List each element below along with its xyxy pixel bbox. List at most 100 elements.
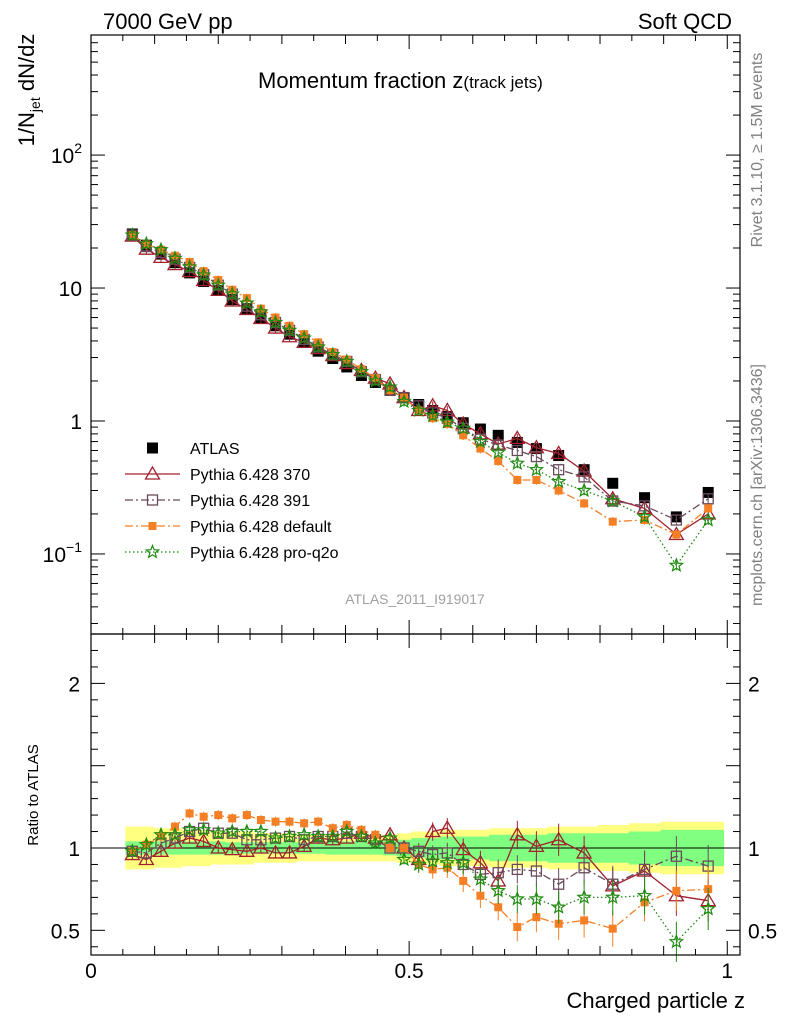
mcplots-label: mcplots.cern.ch [arXiv:1306.3436]: [749, 364, 766, 606]
ratio-point-pq2o: [576, 889, 592, 904]
point-pq2o: [410, 402, 427, 418]
ratio-y-tick-label: 0.5: [51, 920, 80, 943]
point-pdefault: [672, 530, 681, 539]
ratio-point-pq2o: [239, 823, 255, 839]
ratio-point-p370: [166, 834, 184, 849]
legend-marker-atlas: [147, 442, 158, 454]
ratio-point-p391: [670, 850, 683, 862]
point-pq2o: [167, 250, 183, 266]
ratio-point-p370: [509, 826, 526, 841]
point-pq2o: [353, 363, 370, 379]
ratio-point-pq2o: [181, 821, 198, 837]
point-pq2o: [325, 346, 341, 362]
ratio-point-pq2o: [325, 828, 341, 844]
point-pq2o: [424, 407, 441, 423]
x-tick-label: 0.5: [395, 960, 424, 983]
ratio-point-pq2o: [528, 890, 545, 906]
point-pq2o: [224, 285, 241, 301]
ratio-point-pdefault: [256, 816, 265, 825]
point-pq2o: [124, 226, 141, 242]
ratio-point-p370: [152, 843, 170, 857]
ratio-point-p370: [439, 819, 456, 834]
ratio-point-p370: [238, 843, 256, 857]
point-pdefault: [459, 431, 468, 440]
ratio-y-tick-label-right: 2: [748, 673, 760, 696]
point-pdefault: [314, 338, 323, 347]
plot-title: Momentum fraction z(track jets): [258, 68, 543, 93]
ratio-point-pdefault: [228, 814, 237, 823]
ratio-point-pdefault: [532, 913, 541, 922]
point-pq2o: [296, 329, 312, 345]
ratio-point-pdefault: [494, 903, 503, 912]
ratio-point-pdefault: [328, 824, 337, 833]
ratio-line-p370: [132, 827, 709, 902]
rivet-label: Rivet 3.1.10, ≥ 1.5M events: [749, 53, 766, 248]
point-pq2o: [281, 322, 298, 338]
legend-entry-atlas: ATLAS: [147, 441, 240, 458]
plot-title-main: Momentum fraction z: [258, 68, 463, 93]
series-pq2o: [124, 226, 716, 573]
ratio-point-pdefault: [199, 812, 208, 821]
ratio-point-pq2o: [509, 890, 526, 906]
main-ylabel: 1/Njet dN/dz: [14, 34, 43, 147]
ratio-point-pdefault: [300, 819, 309, 828]
ratio-point-p391: [638, 863, 651, 876]
ratio-frame: [90, 633, 741, 956]
point-pq2o: [576, 482, 592, 498]
ratio-series-pq2o: [124, 821, 716, 962]
ratio-point-pq2o: [224, 823, 241, 839]
point-p391: [530, 450, 543, 463]
ratio-point-p370: [224, 841, 241, 856]
ratio-point-pq2o: [195, 821, 212, 837]
legend-label-atlas: ATLAS: [190, 441, 240, 458]
point-atlas: [607, 477, 619, 489]
point-pq2o: [181, 258, 198, 274]
ratio-point-p391: [530, 865, 543, 877]
point-pdefault: [285, 321, 294, 330]
point-pq2o: [382, 378, 398, 394]
series-line-pdefault: [132, 234, 709, 536]
ratio-point-pdefault: [386, 844, 395, 852]
point-p391: [578, 471, 590, 483]
point-pq2o: [267, 314, 284, 330]
xlabel: Charged particle z: [566, 988, 745, 1013]
legend: ATLAS Pythia 6.428 370 Pythia 6.428 391 Pyt…: [125, 441, 339, 562]
ratio-line-pq2o: [132, 829, 709, 943]
y-tick-label: 10−1: [43, 539, 83, 567]
ratio-point-pdefault: [170, 822, 179, 831]
main-panel: 10−1 1 10 102: [43, 34, 741, 635]
main-frame: [90, 34, 741, 635]
legend-marker-pdefault: [148, 522, 157, 530]
ratio-y-tick-label-right: 1: [748, 838, 760, 861]
point-atlas: [639, 492, 651, 504]
ratio-point-pq2o: [604, 889, 621, 904]
ratio-point-pdefault: [371, 830, 380, 839]
ratio-point-p391: [553, 878, 565, 890]
point-p370: [152, 249, 170, 264]
legend-marker-pq2o: [144, 543, 161, 559]
ratio-point-pq2o: [636, 887, 653, 903]
point-pq2o: [153, 241, 169, 257]
point-atlas: [702, 486, 714, 498]
ratio-point-pdefault: [554, 919, 563, 928]
legend-marker-p391: [146, 494, 159, 506]
point-pdefault: [608, 517, 617, 526]
ratio-point-pq2o: [210, 825, 227, 840]
ratio-point-pq2o: [310, 828, 326, 844]
point-pq2o: [490, 444, 506, 460]
header-left: 7000 GeV pp: [103, 9, 233, 34]
point-pdefault: [704, 504, 713, 513]
ratio-point-pdefault: [400, 844, 409, 852]
ratio-point-pq2o: [281, 828, 298, 844]
ratio-point-pq2o: [124, 843, 141, 858]
point-pdefault: [532, 475, 541, 484]
ratio-point-pq2o: [138, 836, 155, 852]
point-pq2o: [455, 420, 471, 435]
ratio-point-p370: [267, 844, 284, 859]
ratio-point-p370: [550, 831, 567, 846]
point-pq2o: [668, 557, 685, 573]
point-pdefault: [513, 475, 522, 484]
point-pq2o: [550, 473, 567, 489]
point-atlas: [492, 429, 504, 441]
